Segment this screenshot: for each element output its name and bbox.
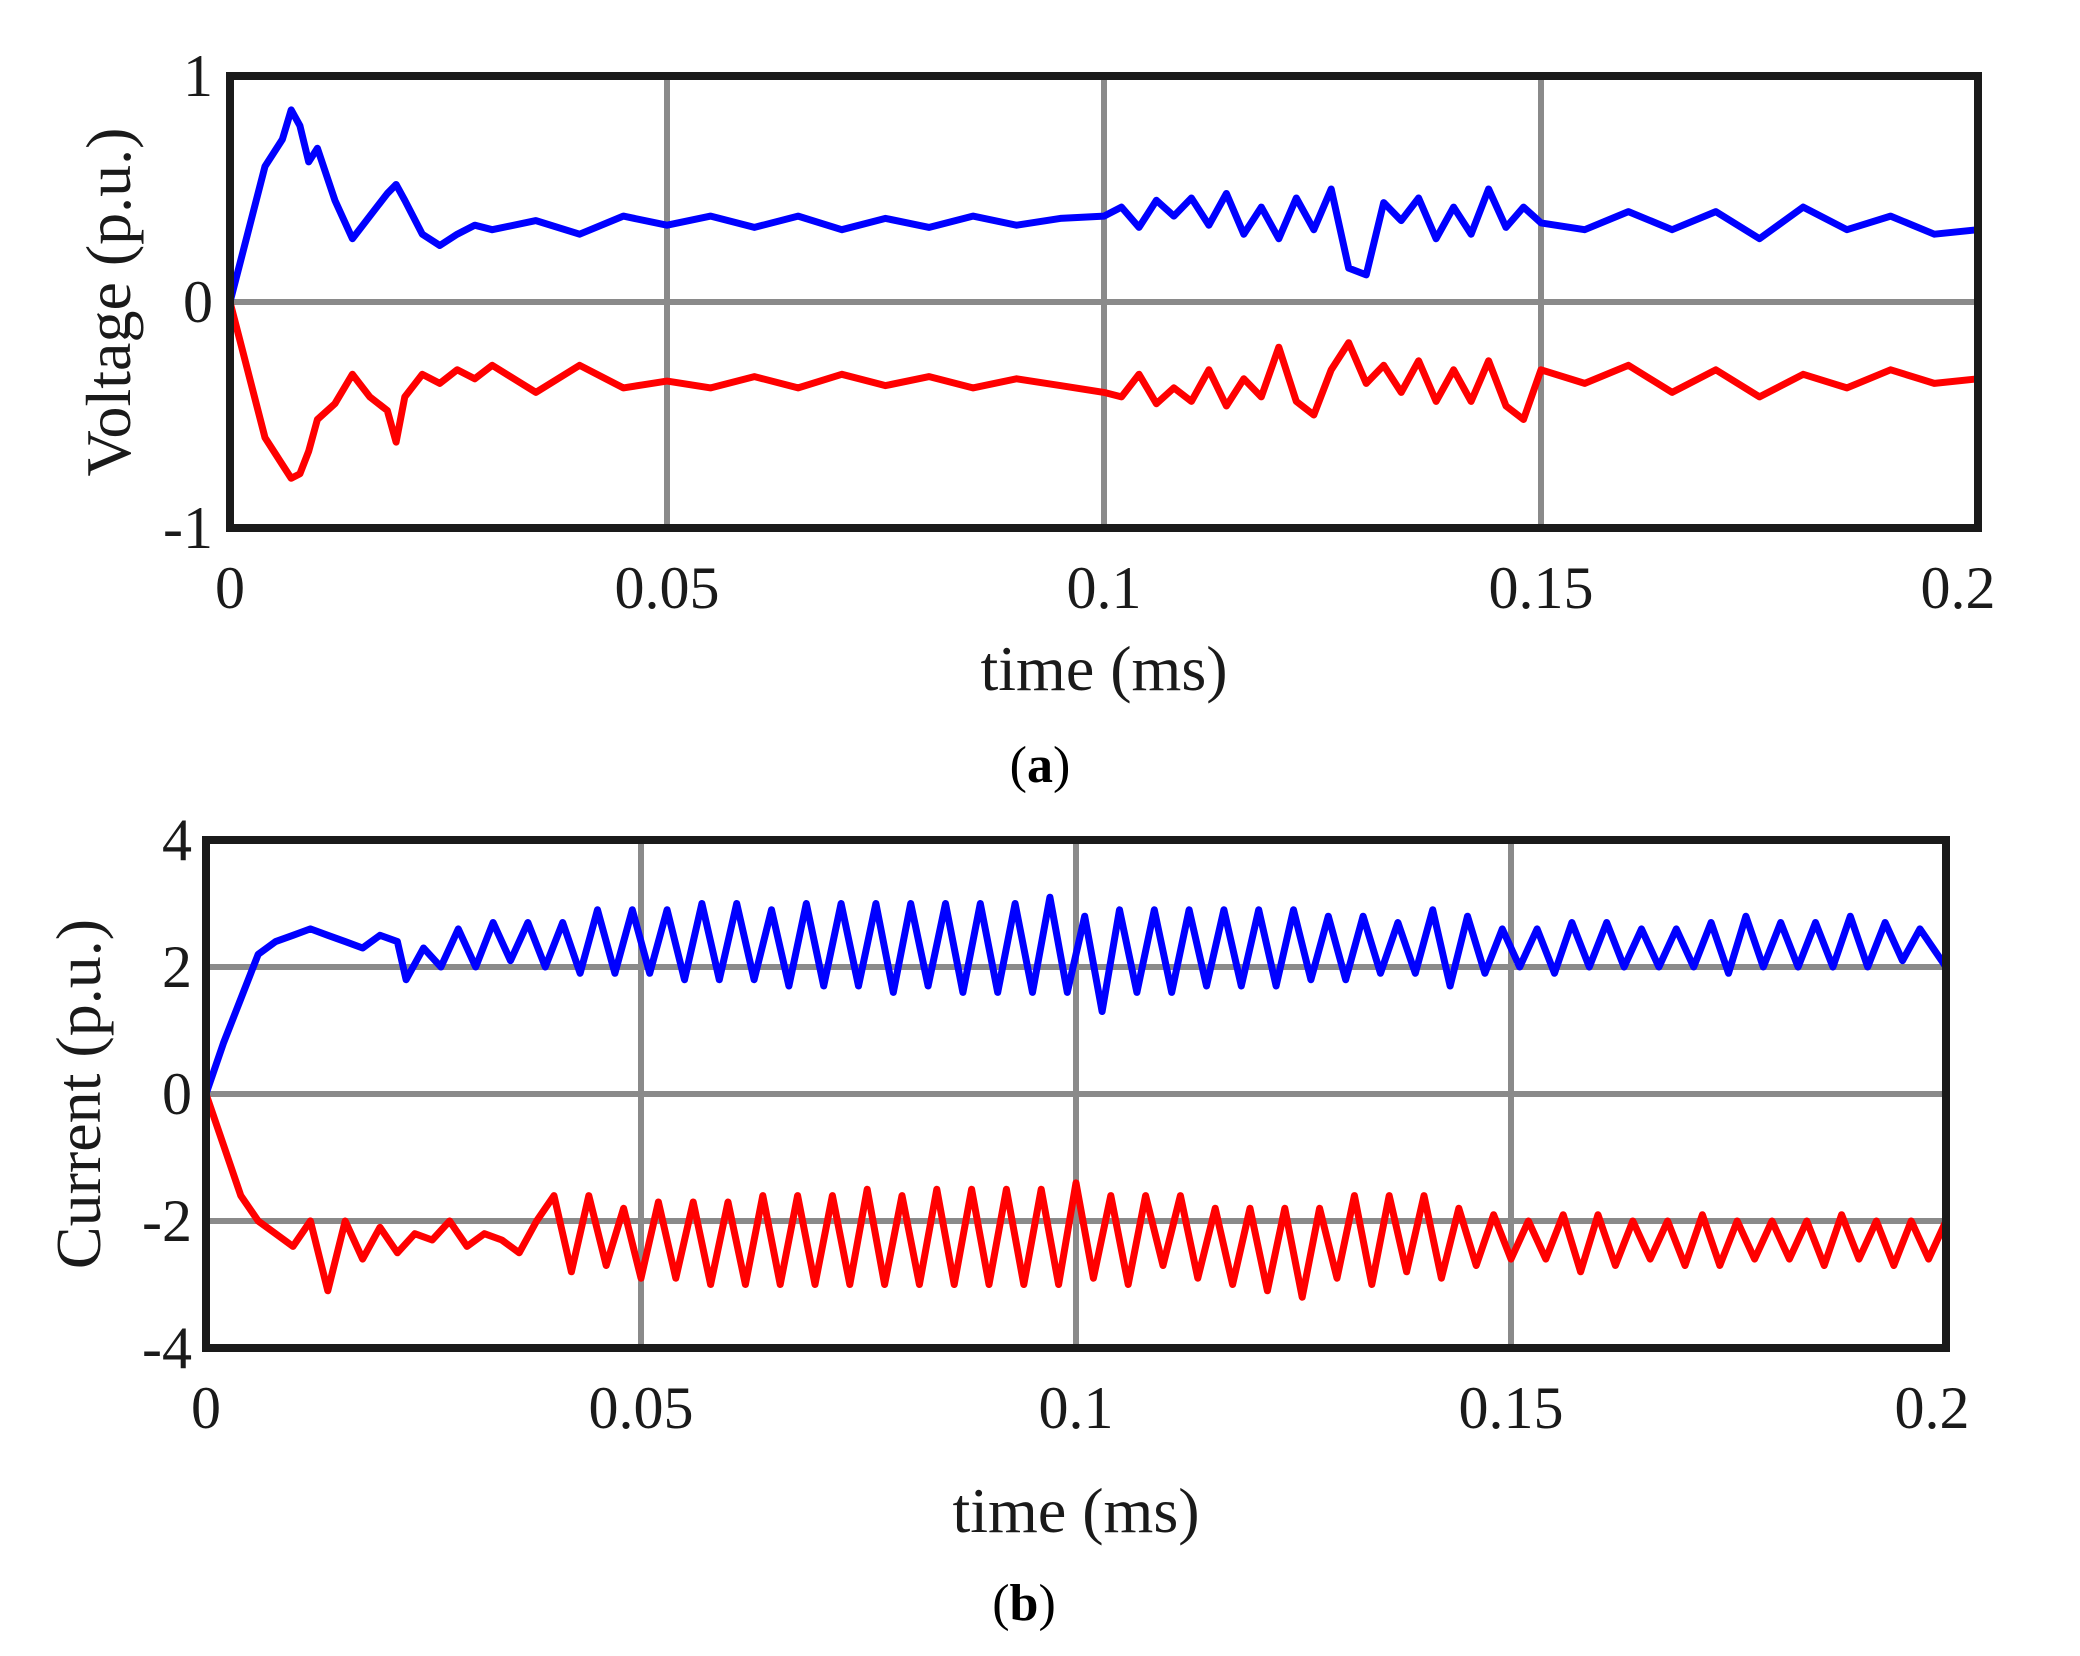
x-tick-label: 0.1 — [1039, 1375, 1114, 1441]
series-line-positive-b — [202, 893, 1950, 1098]
x-tick-label: 0.15 — [1459, 1375, 1564, 1441]
series-line-positive-a — [226, 106, 1982, 306]
y-tick-labels-a: 1 0 -1 — [163, 43, 213, 561]
plot-frame-a — [226, 72, 1982, 532]
y-axis-label-a: Voltage (p.u.) — [73, 128, 144, 477]
y-tick-label: -4 — [142, 1315, 192, 1381]
y-tick-label: -1 — [163, 495, 213, 561]
y-tick-label: 0 — [183, 269, 213, 335]
x-tick-labels-a: 0 0.05 0.1 0.15 0.2 — [215, 555, 1996, 621]
panel-b: 4 2 0 -2 -4 0 0.05 0.1 0.15 0.2 time (ms… — [43, 807, 1970, 1632]
panel-a: 1 0 -1 0 0.05 0.1 0.15 0.2 time (ms) Vol… — [73, 43, 1996, 794]
x-tick-label: 0.1 — [1067, 555, 1142, 621]
y-tick-label: 0 — [162, 1061, 192, 1127]
x-tick-label: 0.2 — [1895, 1375, 1970, 1441]
series-a — [226, 106, 1982, 482]
caption-letter-a: a — [1027, 737, 1053, 794]
x-axis-label-b: time (ms) — [952, 1475, 1199, 1546]
y-axis-label-b: Current (p.u.) — [43, 919, 114, 1269]
plot-frame-b — [202, 836, 1950, 1352]
x-tick-label: 0.2 — [1921, 555, 1996, 621]
y-tick-label: 4 — [162, 807, 192, 873]
panel-caption-a: (a) — [1010, 737, 1071, 794]
x-tick-label: 0.05 — [589, 1375, 694, 1441]
grid-a — [230, 76, 1978, 528]
x-tick-label: 0 — [191, 1375, 221, 1441]
x-tick-label: 0.15 — [1489, 555, 1594, 621]
y-tick-labels-b: 4 2 0 -2 -4 — [142, 807, 192, 1381]
x-tick-label: 0.05 — [615, 555, 720, 621]
x-axis-label-a: time (ms) — [980, 633, 1227, 704]
series-line-negative-b — [202, 1090, 1950, 1301]
grid-b — [206, 840, 1946, 1348]
y-tick-label: 1 — [183, 43, 213, 109]
y-tick-label: -2 — [142, 1188, 192, 1254]
x-tick-labels-b: 0 0.05 0.1 0.15 0.2 — [191, 1375, 1970, 1441]
y-tick-label: 2 — [162, 934, 192, 1000]
series-line-negative-a — [226, 298, 1982, 482]
series-b — [202, 893, 1950, 1301]
panel-caption-b: (b) — [992, 1575, 1056, 1632]
x-tick-label: 0 — [215, 555, 245, 621]
caption-letter-b: b — [1010, 1575, 1039, 1632]
